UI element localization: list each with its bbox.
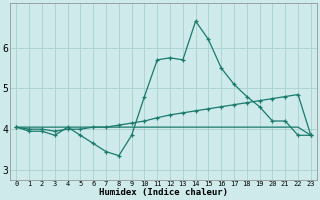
X-axis label: Humidex (Indice chaleur): Humidex (Indice chaleur)	[99, 188, 228, 197]
